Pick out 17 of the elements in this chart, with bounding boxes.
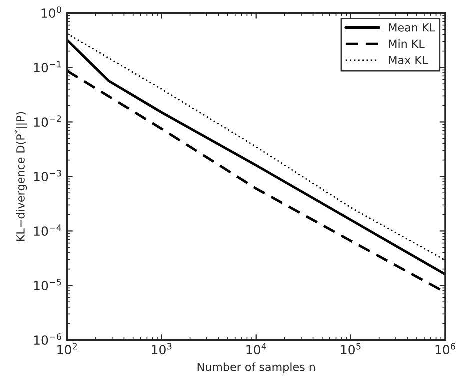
x-tick-label: 10$^{5}$	[341, 343, 361, 355]
y-tick-label: 10$^{−5}$	[34, 279, 62, 291]
x-axis-title: Number of samples n	[198, 362, 315, 374]
y-tick-label: 10$^{0}$	[42, 6, 62, 18]
x-tick-label: 10$^{2}$	[58, 343, 77, 355]
y-tick-label: 10$^{−2}$	[34, 116, 62, 128]
y-tick-label: 10$^{−6}$	[34, 334, 62, 346]
x-tick-label: 10$^{4}$	[246, 343, 266, 355]
y-axis-title: KL−divergence D(P$^{*}$||P)	[14, 112, 28, 242]
x-tick-label: 10$^{6}$	[436, 343, 456, 355]
legend-label: Mean KL	[389, 24, 436, 32]
x-tick-label: 10$^{3}$	[152, 343, 172, 355]
y-tick-label: 10$^{−3}$	[34, 170, 62, 182]
legend-label: Min KL	[389, 40, 425, 48]
legend-label: Max KL	[389, 56, 428, 64]
y-tick-label: 10$^{−4}$	[34, 224, 62, 236]
y-tick-label: 10$^{−1}$	[34, 61, 62, 73]
